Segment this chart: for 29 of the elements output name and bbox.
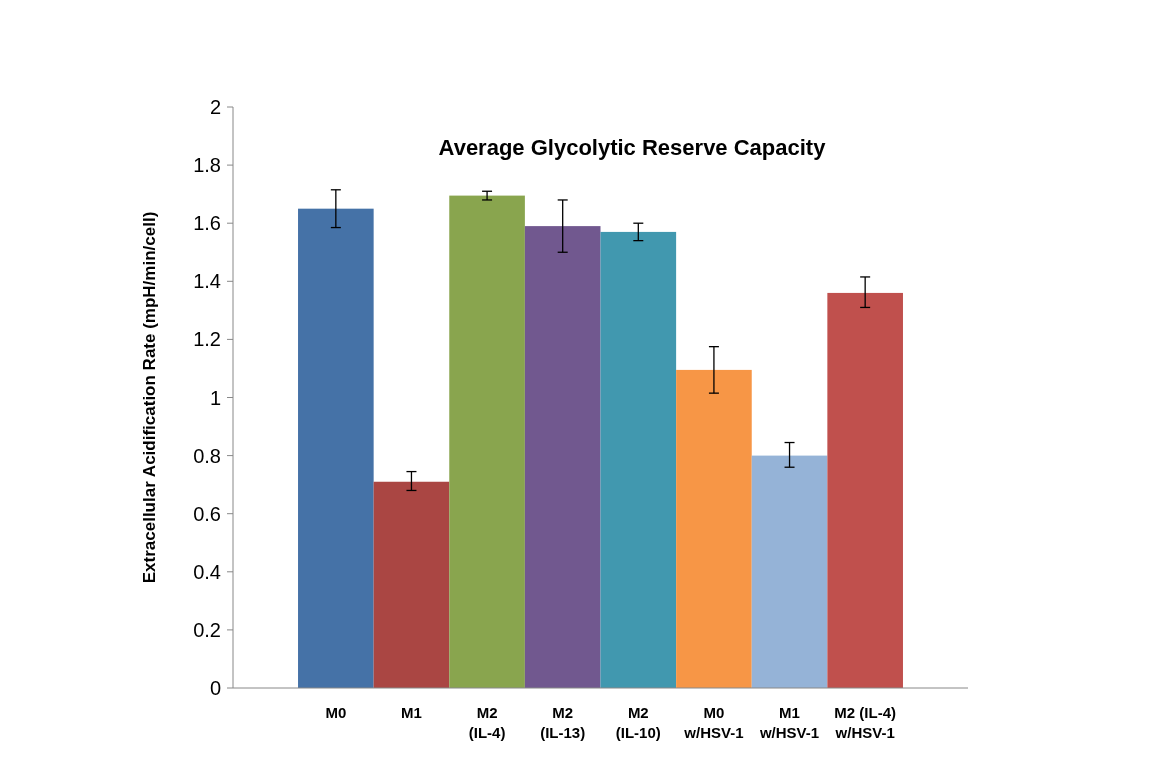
y-tick-label: 0.8 [193, 444, 221, 467]
bar [827, 292, 903, 688]
y-tick-label: 0.4 [193, 560, 221, 583]
text: Average Glycolytic Reserve Capacity [438, 135, 827, 160]
y-tick-label: 0 [209, 677, 221, 699]
bar [298, 208, 374, 688]
bar [751, 455, 828, 688]
x-tick-label: M2 (IL-4) w/HSV-1 [834, 704, 896, 741]
y-tick-label: 1.8 [193, 154, 221, 177]
x-tick-label: M0 [325, 704, 347, 721]
x-tick-label: M2 (IL-10) [615, 704, 661, 741]
y-axis-title: Extracellular Acidification Rate (mpH/min/cell) [140, 211, 159, 584]
bar [600, 231, 677, 688]
x-tick-label: M1 [401, 704, 422, 721]
y-tick-label: 2 [209, 96, 221, 118]
y-tick-label: 0.6 [193, 502, 221, 525]
y-tick-label: 1.4 [193, 270, 221, 293]
y-tick-label: 1 [209, 386, 221, 409]
y-tick-label: 0.2 [193, 618, 221, 641]
bar [373, 481, 450, 688]
x-tick-label: M2 (IL-13) [540, 704, 586, 741]
y-tick-label: 1.6 [193, 212, 221, 235]
bar [676, 369, 752, 688]
x-tick-label: M0 w/HSV-1 [683, 704, 744, 741]
x-tick-label: M1 w/HSV-1 [758, 704, 820, 741]
bar [524, 226, 601, 688]
bar [449, 195, 525, 688]
x-tick-label: M2 (IL-4) [468, 704, 506, 741]
y-tick-label: 1.2 [193, 328, 221, 351]
